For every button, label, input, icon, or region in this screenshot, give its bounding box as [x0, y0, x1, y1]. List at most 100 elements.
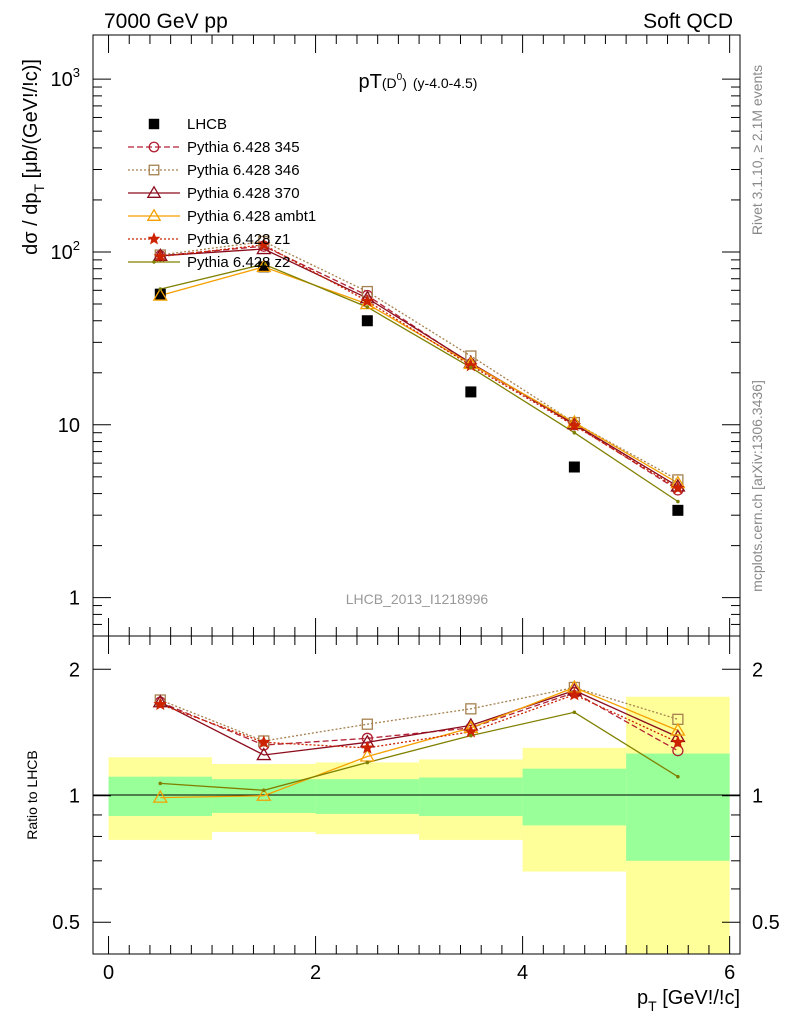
ratio-y-tick-label: 0.5 [52, 912, 80, 934]
legend-label: Pythia 6.428 z2 [187, 254, 290, 271]
y-axis-label: dσ / dpT [μb/(GeV!/!c)] [20, 59, 47, 255]
legend-marker [152, 260, 156, 264]
ratio-data-point [152, 789, 168, 803]
legend: LHCB Pythia 6.428 345 Pythia 6.428 346 Pyth… [128, 116, 316, 271]
legend-label: Pythia 6.428 z1 [187, 231, 290, 248]
main-y-tick-label: 102 [51, 238, 80, 264]
ratio-band-inner [315, 779, 420, 814]
ratio-y-tick-label-right: 1 [752, 786, 763, 808]
main-panel: 1 10 102 103 pT(D0) (y-4.0-4.5) LHCB Pythia 6… [20, 34, 741, 637]
ratio-series-line [160, 689, 679, 756]
main-axis-ticks [93, 35, 740, 637]
ratio-data-point [465, 703, 477, 715]
main-data-point [469, 365, 473, 370]
ratio-series-line [160, 686, 679, 742]
main-data-point [671, 481, 685, 494]
ratio-data-point [676, 774, 680, 779]
legend-label: Pythia 6.428 ambt1 [187, 208, 316, 225]
mcplots-source-label: mcplots.cern.ch [arXiv:1306.3436] [749, 380, 765, 592]
ratio-y-tick-label: 2 [69, 659, 80, 681]
main-series-markers [152, 235, 686, 516]
main-data-point [360, 294, 375, 307]
main-series-line [160, 245, 679, 491]
title-main: pT [359, 71, 382, 93]
energy-label: 7000 GeV pp [104, 10, 228, 33]
main-data-point [262, 262, 266, 266]
ratio-panel: 0.5 0.5 1 1 2 2 0 2 4 6 Ratio to LHCB pT [GeV!/!… [24, 635, 780, 1014]
ratio-y-tick-label-right: 0.5 [752, 912, 780, 934]
main-data-point [676, 499, 680, 504]
analysis-watermark: LHCB_2013_I1218996 [346, 591, 489, 607]
ratio-series-line [160, 686, 679, 799]
ratio-data-point [567, 687, 582, 701]
x-tick-labels: 0 2 4 6 [103, 962, 735, 984]
main-y-tick-label: 10 [58, 415, 80, 437]
main-y-tick-label: 103 [51, 65, 80, 91]
legend-marker [147, 232, 161, 245]
ratio-y-tick-labels: 0.5 0.5 1 1 2 2 [52, 659, 780, 934]
main-series-line [160, 248, 679, 487]
legend-label: LHCB [187, 116, 227, 133]
x-axis-label: pT [GeV!/!c] [637, 987, 740, 1014]
ratio-frame [92, 635, 741, 955]
main-data-point [256, 259, 272, 273]
main-series-line [160, 263, 679, 503]
ratio-data-point [256, 747, 272, 761]
x-tick-label: 0 [103, 962, 114, 984]
main-data-point [361, 315, 373, 327]
ratio-series-lines [160, 686, 679, 799]
rivet-version-label: Rivet 3.1.10, ≥ 2.1M events [749, 65, 765, 235]
ratio-series-line [160, 711, 679, 791]
ratio-axis-ticks [93, 636, 740, 954]
ratio-band-inner [626, 753, 730, 861]
ratio-data-point [360, 740, 375, 754]
main-series-line [160, 266, 679, 484]
x-tick-label: 6 [724, 962, 735, 984]
title-sup: 0 [397, 72, 403, 83]
ratio-band-inner [419, 777, 523, 816]
title-range: (y-4.0-4.5) [413, 75, 478, 91]
legend-label: Pythia 6.428 370 [187, 185, 300, 202]
legend-marker [146, 185, 162, 198]
legend-marker [148, 141, 160, 153]
ratio-data-point [670, 722, 686, 736]
x-tick-label: 4 [517, 962, 528, 984]
plot-title: pT(D0) (y-4.0-4.5) [359, 71, 478, 93]
main-data-point [154, 288, 166, 300]
main-y-tick-label: 1 [69, 588, 80, 610]
x-tick-label: 2 [310, 962, 321, 984]
process-label: Soft QCD [643, 10, 733, 33]
main-data-point [365, 305, 370, 309]
ratio-y-axis-label: Ratio to LHCB [24, 750, 40, 839]
legend-marker [146, 208, 162, 221]
ratio-data-point [361, 718, 373, 730]
ratio-y-tick-label: 1 [69, 786, 80, 808]
title-close: ) [402, 75, 407, 91]
ratio-data-point [262, 788, 266, 793]
main-data-point [465, 386, 477, 398]
ratio-series-markers [152, 679, 686, 803]
ratio-data-point [153, 697, 168, 711]
main-data-point [257, 237, 271, 251]
title-sub: (D [382, 75, 397, 91]
ratio-data-point [671, 735, 685, 749]
ratio-uncertainty-bands [108, 696, 730, 954]
main-data-point [153, 249, 168, 263]
main-data-point [672, 504, 684, 516]
ratio-data-point [256, 787, 272, 801]
ratio-data-point [365, 760, 370, 765]
main-data-point [152, 287, 168, 301]
legend-marker [148, 164, 160, 176]
ratio-data-point [572, 710, 577, 715]
ratio-data-point [469, 733, 473, 738]
main-y-tick-labels: 1 10 102 103 [51, 65, 80, 610]
legend-label: Pythia 6.428 345 [187, 139, 300, 156]
legend-label: Pythia 6.428 346 [187, 162, 300, 179]
ratio-data-point [158, 781, 163, 786]
main-data-point [258, 261, 270, 273]
ratio-data-point [672, 745, 684, 757]
ratio-band-inner [522, 768, 627, 826]
legend-marker [148, 118, 160, 130]
main-series-lines [160, 240, 679, 503]
